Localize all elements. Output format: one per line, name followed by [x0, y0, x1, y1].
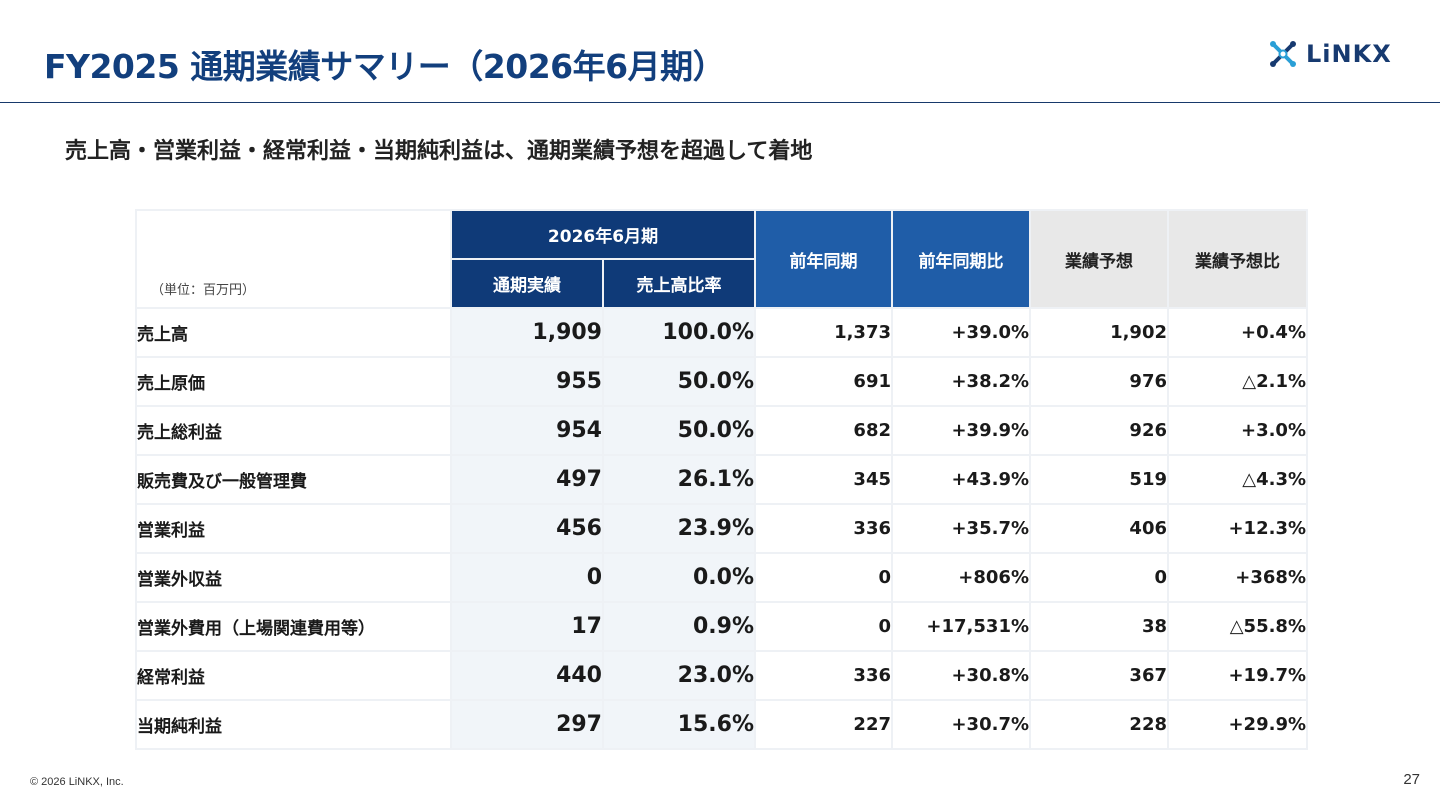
table-row: 売上総利益 954 50.0% 682 +39.9% 926 +3.0% — [135, 405, 1308, 456]
row-label: 売上原価 — [135, 356, 452, 407]
row-label: 営業利益 — [135, 503, 452, 554]
cell-actual: 1,909 — [450, 307, 604, 358]
cell-prev-year: 1,373 — [754, 307, 893, 358]
cell-sales-ratio: 26.1% — [602, 454, 756, 505]
cell-actual: 456 — [450, 503, 604, 554]
row-label: 販売費及び一般管理費 — [135, 454, 452, 505]
table-row: 当期純利益 297 15.6% 227 +30.7% 228 +29.9% — [135, 699, 1308, 750]
cell-forecast: 976 — [1029, 356, 1169, 407]
table-header-row-1: （単位：百万円） 2026年6月期 前年同期 前年同期比 業績予想 業績予想比 — [135, 209, 1308, 309]
table-row: 営業利益 456 23.9% 336 +35.7% 406 +12.3% — [135, 503, 1308, 554]
cell-sales-ratio: 50.0% — [602, 356, 756, 407]
cell-actual: 954 — [450, 405, 604, 456]
cell-forecast: 406 — [1029, 503, 1169, 554]
row-label: 経常利益 — [135, 650, 452, 701]
row-label: 営業外費用（上場関連費用等） — [135, 601, 452, 652]
period-group-header: 2026年6月期 — [450, 209, 756, 260]
cell-prev-year: 336 — [754, 503, 893, 554]
cell-prev-year-ratio: +806% — [891, 552, 1031, 603]
cell-sales-ratio: 15.6% — [602, 699, 756, 750]
results-summary-table: （単位：百万円） 2026年6月期 前年同期 前年同期比 業績予想 業績予想比 … — [135, 209, 1308, 750]
cell-forecast: 228 — [1029, 699, 1169, 750]
linkx-mark-icon — [1270, 41, 1296, 67]
col-header-sales-ratio: 売上高比率 — [602, 258, 756, 309]
cell-sales-ratio: 0.0% — [602, 552, 756, 603]
cell-forecast-ratio: +368% — [1167, 552, 1308, 603]
cell-forecast: 38 — [1029, 601, 1169, 652]
copyright: © 2026 LiNKX, Inc. — [30, 776, 124, 788]
col-header-prev-year-ratio: 前年同期比 — [891, 209, 1031, 309]
unit-label: （単位：百万円） — [151, 283, 256, 298]
cell-prev-year: 227 — [754, 699, 893, 750]
cell-sales-ratio: 100.0% — [602, 307, 756, 358]
cell-forecast-ratio: +19.7% — [1167, 650, 1308, 701]
cell-prev-year-ratio: +39.9% — [891, 405, 1031, 456]
title-divider — [0, 102, 1440, 103]
cell-forecast-ratio: △55.8% — [1167, 601, 1308, 652]
cell-prev-year: 336 — [754, 650, 893, 701]
cell-forecast-ratio: +12.3% — [1167, 503, 1308, 554]
cell-forecast: 519 — [1029, 454, 1169, 505]
cell-prev-year-ratio: +30.7% — [891, 699, 1031, 750]
cell-sales-ratio: 23.9% — [602, 503, 756, 554]
cell-prev-year: 0 — [754, 552, 893, 603]
col-header-prev-year: 前年同期 — [754, 209, 893, 309]
table-body: 売上高 1,909 100.0% 1,373 +39.0% 1,902 +0.4% 売上原価 9… — [135, 307, 1308, 750]
cell-actual: 955 — [450, 356, 604, 407]
cell-forecast-ratio: +3.0% — [1167, 405, 1308, 456]
cell-forecast: 367 — [1029, 650, 1169, 701]
col-header-forecast: 業績予想 — [1029, 209, 1169, 309]
table-row: 経常利益 440 23.0% 336 +30.8% 367 +19.7% — [135, 650, 1308, 701]
cell-forecast-ratio: △4.3% — [1167, 454, 1308, 505]
cell-forecast: 0 — [1029, 552, 1169, 603]
col-header-actual: 通期実績 — [450, 258, 604, 309]
table-row: 営業外費用（上場関連費用等） 17 0.9% 0 +17,531% 38 △55.8% — [135, 601, 1308, 652]
row-label: 当期純利益 — [135, 699, 452, 750]
table-row: 営業外収益 0 0.0% 0 +806% 0 +368% — [135, 552, 1308, 603]
cell-prev-year: 345 — [754, 454, 893, 505]
cell-sales-ratio: 23.0% — [602, 650, 756, 701]
unit-header-cell: （単位：百万円） — [135, 209, 452, 309]
cell-forecast: 1,902 — [1029, 307, 1169, 358]
cell-prev-year-ratio: +35.7% — [891, 503, 1031, 554]
cell-prev-year-ratio: +43.9% — [891, 454, 1031, 505]
cell-actual: 497 — [450, 454, 604, 505]
table-row: 販売費及び一般管理費 497 26.1% 345 +43.9% 519 △4.3% — [135, 454, 1308, 505]
row-label: 売上総利益 — [135, 405, 452, 456]
cell-prev-year-ratio: +30.8% — [891, 650, 1031, 701]
cell-prev-year: 691 — [754, 356, 893, 407]
cell-prev-year: 0 — [754, 601, 893, 652]
cell-actual: 440 — [450, 650, 604, 701]
cell-forecast-ratio: +29.9% — [1167, 699, 1308, 750]
page-number: 27 — [1403, 771, 1420, 788]
cell-prev-year-ratio: +17,531% — [891, 601, 1031, 652]
cell-forecast-ratio: △2.1% — [1167, 356, 1308, 407]
table-row: 売上高 1,909 100.0% 1,373 +39.0% 1,902 +0.4% — [135, 307, 1308, 358]
cell-actual: 0 — [450, 552, 604, 603]
cell-prev-year: 682 — [754, 405, 893, 456]
summary-headline: 売上高・営業利益・経常利益・当期純利益は、通期業績予想を超過して着地 — [65, 139, 813, 164]
company-logo: LiNKX — [1268, 38, 1392, 70]
page-title: FY2025 通期業績サマリー（2026年6月期） — [44, 47, 726, 86]
table-row: 売上原価 955 50.0% 691 +38.2% 976 △2.1% — [135, 356, 1308, 407]
cell-prev-year-ratio: +39.0% — [891, 307, 1031, 358]
table-header-row-2: 通期実績 売上高比率 — [136, 258, 1307, 309]
cell-sales-ratio: 0.9% — [602, 601, 756, 652]
row-label: 営業外収益 — [135, 552, 452, 603]
cell-sales-ratio: 50.0% — [602, 405, 756, 456]
cell-forecast: 926 — [1029, 405, 1169, 456]
col-header-forecast-ratio: 業績予想比 — [1167, 209, 1308, 309]
cell-actual: 297 — [450, 699, 604, 750]
logo-text: LiNKX — [1306, 40, 1392, 68]
cell-prev-year-ratio: +38.2% — [891, 356, 1031, 407]
cell-forecast-ratio: +0.4% — [1167, 307, 1308, 358]
row-label: 売上高 — [135, 307, 452, 358]
cell-actual: 17 — [450, 601, 604, 652]
